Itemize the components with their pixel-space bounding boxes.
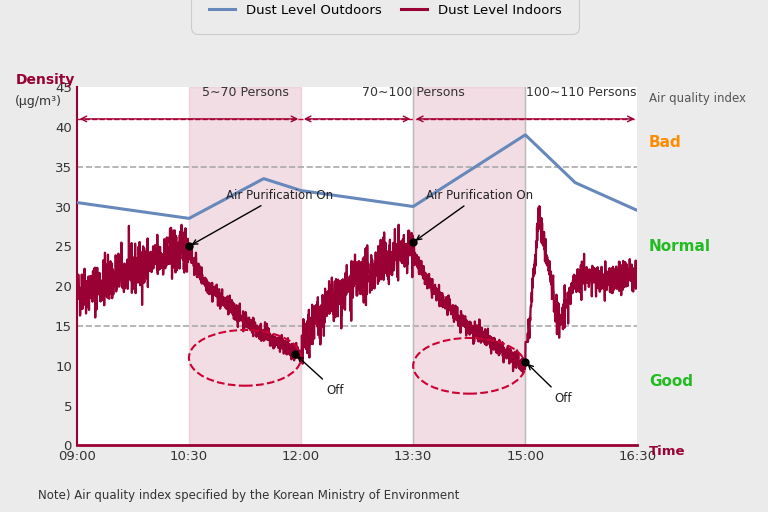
Bar (189, 87, 301, 445)
Text: Bad: Bad (649, 135, 682, 151)
Legend: Dust Level Outdoors, Dust Level Indoors: Dust Level Outdoors, Dust Level Indoors (198, 0, 572, 28)
Text: Air quality index: Air quality index (649, 93, 746, 105)
Text: (μg/m³): (μg/m³) (15, 95, 62, 108)
Text: 100∼110 Persons: 100∼110 Persons (526, 86, 637, 99)
Text: Off: Off (298, 357, 343, 397)
Text: Density: Density (15, 73, 74, 87)
Text: Good: Good (649, 374, 693, 389)
Text: Normal: Normal (649, 239, 711, 254)
Text: Note) Air quality index specified by the Korean Ministry of Environment: Note) Air quality index specified by the… (38, 489, 460, 502)
Text: Off: Off (528, 365, 571, 404)
Text: 70∼100 Persons: 70∼100 Persons (362, 86, 465, 99)
Text: 5∼70 Persons: 5∼70 Persons (201, 86, 289, 99)
Text: Time: Time (649, 445, 686, 458)
Bar (413, 87, 525, 445)
Text: Air Purification On: Air Purification On (417, 188, 533, 240)
Text: Air Purification On: Air Purification On (193, 188, 333, 244)
